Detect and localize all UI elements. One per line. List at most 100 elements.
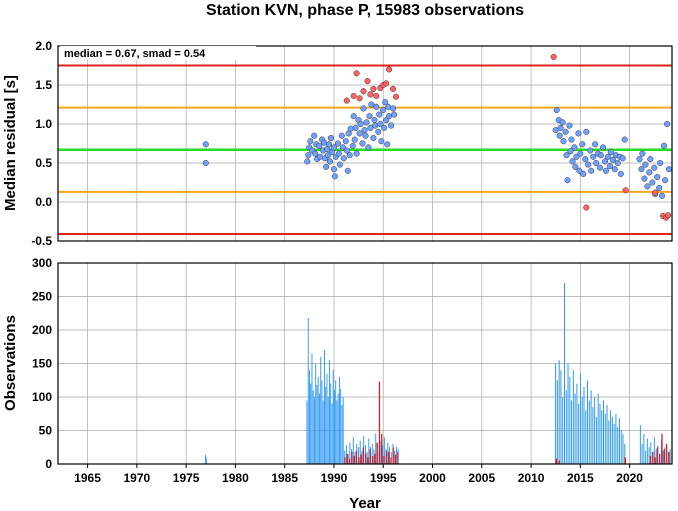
residual-y-tick-label: 1.0 xyxy=(35,117,52,131)
outlier-observation-bar xyxy=(381,433,383,464)
observation-bar xyxy=(653,437,655,464)
observation-bar xyxy=(368,438,370,464)
outlier-point xyxy=(583,204,590,211)
outlier-point xyxy=(386,66,393,73)
observation-bar xyxy=(562,397,564,464)
residual-point xyxy=(606,163,613,170)
residual-point xyxy=(564,177,571,184)
observation-bar xyxy=(334,390,335,464)
residual-point xyxy=(651,164,658,171)
residual-point xyxy=(572,163,579,170)
x-tick-label: 1965 xyxy=(74,471,101,485)
observation-bar xyxy=(615,413,617,465)
observation-bar xyxy=(325,386,327,464)
outlier-observation-bar xyxy=(652,451,654,464)
residual-point xyxy=(346,152,353,159)
outlier-observation-bar xyxy=(348,458,351,464)
observation-bar xyxy=(643,433,645,464)
residual-point xyxy=(327,134,335,142)
observation-bar xyxy=(599,403,601,464)
residual-point xyxy=(649,179,656,186)
residual-point xyxy=(307,138,314,145)
outlier-observation-bar xyxy=(656,447,659,465)
outlier-observation-bar xyxy=(649,456,652,464)
residual-point xyxy=(656,184,663,192)
observation-bar xyxy=(320,356,322,464)
residual-point xyxy=(619,155,626,162)
outlier-point xyxy=(550,53,557,60)
outlier-point xyxy=(665,212,672,219)
outlier-observation-bar xyxy=(369,449,371,464)
observation-bar xyxy=(606,405,608,464)
residual-point xyxy=(338,132,345,139)
x-tick-label: 1975 xyxy=(173,471,200,485)
outlier-observation-bar xyxy=(388,451,390,464)
outlier-observation-bar xyxy=(397,451,399,464)
outlier-observation-bar xyxy=(358,457,360,464)
outlier-point xyxy=(364,78,371,85)
residual-point xyxy=(349,142,356,149)
observation-bar xyxy=(205,457,207,464)
residual-point xyxy=(334,140,341,147)
residual-point xyxy=(661,142,668,149)
observations-y-tick-label: 300 xyxy=(32,256,52,270)
observation-bar xyxy=(315,363,317,464)
residual-point xyxy=(556,132,563,139)
stats-annotation: median = 0.67, smad = 0.54 xyxy=(64,48,206,60)
residual-point xyxy=(388,122,395,129)
observation-bar xyxy=(345,445,347,464)
outlier-point xyxy=(383,80,390,87)
observation-bar xyxy=(336,400,338,464)
observation-bar xyxy=(563,283,565,464)
x-axis-label: Year xyxy=(349,495,381,511)
residual-point xyxy=(602,167,610,174)
observation-bar xyxy=(322,400,324,464)
residual-point xyxy=(357,120,364,128)
residual-point xyxy=(316,142,323,149)
residual-point xyxy=(367,124,374,131)
observation-bar xyxy=(335,380,337,465)
observation-bar xyxy=(608,420,610,464)
observation-bar xyxy=(595,417,597,464)
observation-bar xyxy=(309,370,310,464)
observation-bar xyxy=(560,370,562,464)
observation-bar xyxy=(307,317,309,464)
residual-point xyxy=(330,166,338,173)
observation-bar xyxy=(556,380,558,465)
residual-point xyxy=(569,158,576,165)
observation-bar xyxy=(601,410,603,464)
residual-point xyxy=(202,159,209,167)
outlier-observation-bar xyxy=(665,443,668,464)
outlier-observation-bar xyxy=(558,460,560,464)
residual-point xyxy=(350,113,357,120)
observation-bar xyxy=(317,376,319,464)
residual-point xyxy=(372,122,379,129)
residual-point xyxy=(363,119,370,126)
residual-point xyxy=(646,169,653,176)
observations-y-axis-label: Observations xyxy=(2,315,19,411)
outlier-observation-bar xyxy=(355,450,358,464)
x-tick-label: 2010 xyxy=(518,471,545,485)
outlier-point xyxy=(392,93,400,100)
observation-bar xyxy=(567,363,569,464)
observation-bar xyxy=(592,407,594,464)
residual-point xyxy=(371,117,378,124)
chart-title: Station KVN, phase P, 15983 observations xyxy=(206,2,524,19)
residual-point xyxy=(571,144,578,151)
residual-point xyxy=(362,132,369,139)
outlier-observation-bar xyxy=(353,456,355,464)
residual-point xyxy=(563,152,570,159)
residual-point xyxy=(552,127,559,134)
residual-panel-frame xyxy=(57,45,673,242)
observation-bar xyxy=(590,390,592,464)
residual-point xyxy=(568,136,575,143)
residual-point xyxy=(644,183,651,190)
residual-point xyxy=(559,119,566,126)
residual-point xyxy=(365,144,372,151)
residual-point xyxy=(638,166,645,173)
residual-point xyxy=(601,158,609,165)
observation-bar xyxy=(565,390,567,464)
outlier-observation-bar xyxy=(654,457,656,464)
outlier-observation-bar xyxy=(374,453,376,464)
outlier-observation-bar xyxy=(392,447,394,465)
